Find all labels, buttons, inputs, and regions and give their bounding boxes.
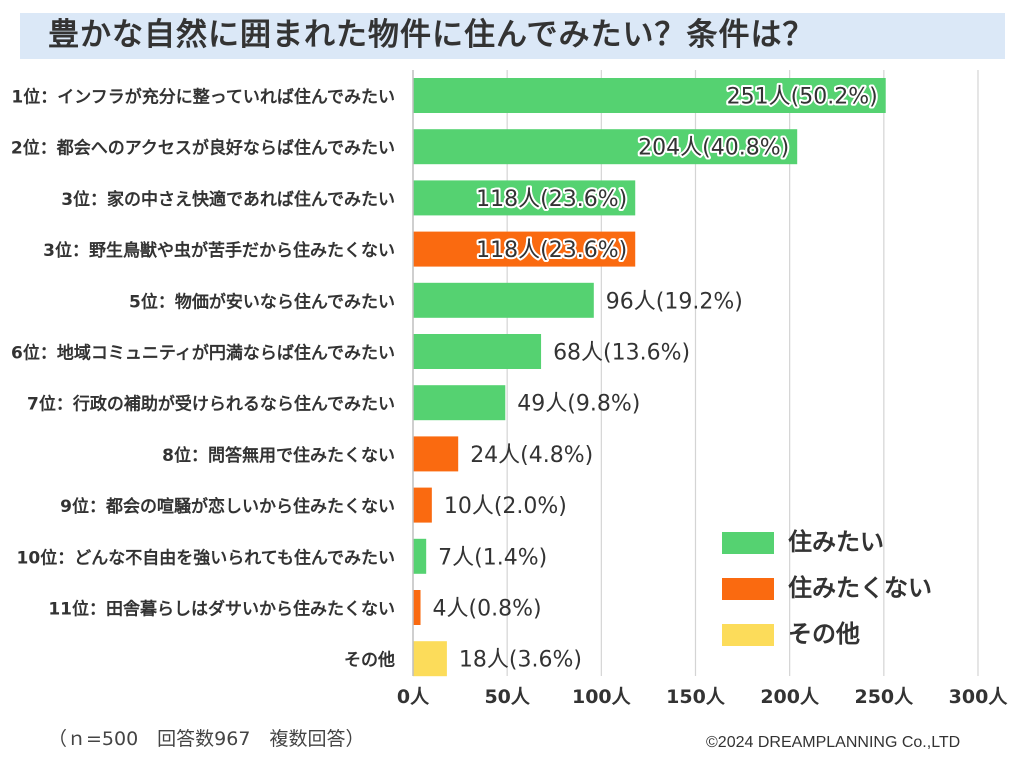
bar-1 xyxy=(413,78,886,113)
chart-title: 豊かな自然に囲まれた物件に住んでみたい？条件は？ xyxy=(48,17,815,53)
bar-8 xyxy=(413,436,459,472)
category-label-6: 6位：地域コミュニティが円満ならば住んでみたい xyxy=(11,343,395,364)
data-label-7: 49人(9.8%) xyxy=(517,392,640,417)
x-tick-label-50: 50人 xyxy=(484,686,530,708)
bar-10 xyxy=(413,538,427,574)
data-label-3: 118人(23.6%) xyxy=(476,187,627,212)
category-label-1: 1位：インフラが充分に整っていれば住んでみたい xyxy=(11,87,395,108)
data-label-5: 96人(19.2%) xyxy=(606,289,743,314)
bar-12 xyxy=(413,641,447,677)
category-label-3: 3位：家の中さえ快適であれば住んでみたい xyxy=(61,189,395,210)
copyright: ©2024 DREAMPLANNING Co.,LTD xyxy=(706,734,961,751)
legend-swatch-live xyxy=(722,532,774,554)
category-label-9: 9位：都会の喧騒が恋しいから住みたくない xyxy=(60,496,395,517)
data-label-6: 68人(13.6%) xyxy=(553,341,690,366)
x-tick-label-0: 0人 xyxy=(397,686,430,708)
footnote: （ｎ=500 回答数967 複数回答） xyxy=(48,728,365,750)
x-tick-label-200: 200人 xyxy=(760,686,820,708)
bar-5 xyxy=(413,282,594,318)
legend-swatch-not-live xyxy=(722,578,774,600)
category-label-2: 2位：都会へのアクセスが良好ならば住んでみたい xyxy=(11,138,395,159)
bar-7 xyxy=(413,385,506,421)
bar-11 xyxy=(413,590,421,625)
x-tick-label-150: 150人 xyxy=(666,686,726,708)
bar-6 xyxy=(413,334,542,369)
category-label-4: 3位：野生鳥獣や虫が苦手だから住みたくない xyxy=(43,240,395,261)
data-label-12: 18人(3.6%) xyxy=(459,648,582,673)
data-label-8: 24人(4.8%) xyxy=(470,443,593,468)
legend-swatch-other xyxy=(722,624,774,646)
data-label-10: 7人(1.4%) xyxy=(438,545,547,570)
category-label-12: その他 xyxy=(344,650,395,671)
data-label-1: 251人(50.2%) xyxy=(727,85,878,110)
bar-2 xyxy=(413,129,798,165)
legend-label-other: その他 xyxy=(788,620,860,648)
x-tick-label-100: 100人 xyxy=(572,686,632,708)
category-label-7: 7位：行政の補助が受けられるなら住んでみたい xyxy=(27,394,395,415)
x-tick-label-300: 300人 xyxy=(949,686,1009,708)
bar-3 xyxy=(413,180,636,216)
legend-label-not-live: 住みたくない xyxy=(788,574,932,602)
legend-label-live: 住みたい xyxy=(788,528,884,556)
x-tick-label-250: 250人 xyxy=(854,686,914,708)
bar-4 xyxy=(413,231,636,267)
category-label-11: 11位：田舎暮らしはダサいから住みたくない xyxy=(48,599,395,620)
category-label-8: 8位：問答無用で住みたくない xyxy=(162,445,395,466)
data-label-2: 204人(40.8%) xyxy=(638,136,789,161)
data-label-4: 118人(23.6%) xyxy=(476,238,627,263)
bar-9 xyxy=(413,487,432,523)
category-label-10: 10位：どんな不自由を強いられても住んでみたい xyxy=(17,547,395,568)
title-bar xyxy=(20,13,1005,59)
data-label-9: 10人(2.0%) xyxy=(444,494,567,519)
data-label-11: 4人(0.8%) xyxy=(433,597,542,622)
category-label-5: 5位：物価が安いなら住んでみたい xyxy=(129,291,395,312)
